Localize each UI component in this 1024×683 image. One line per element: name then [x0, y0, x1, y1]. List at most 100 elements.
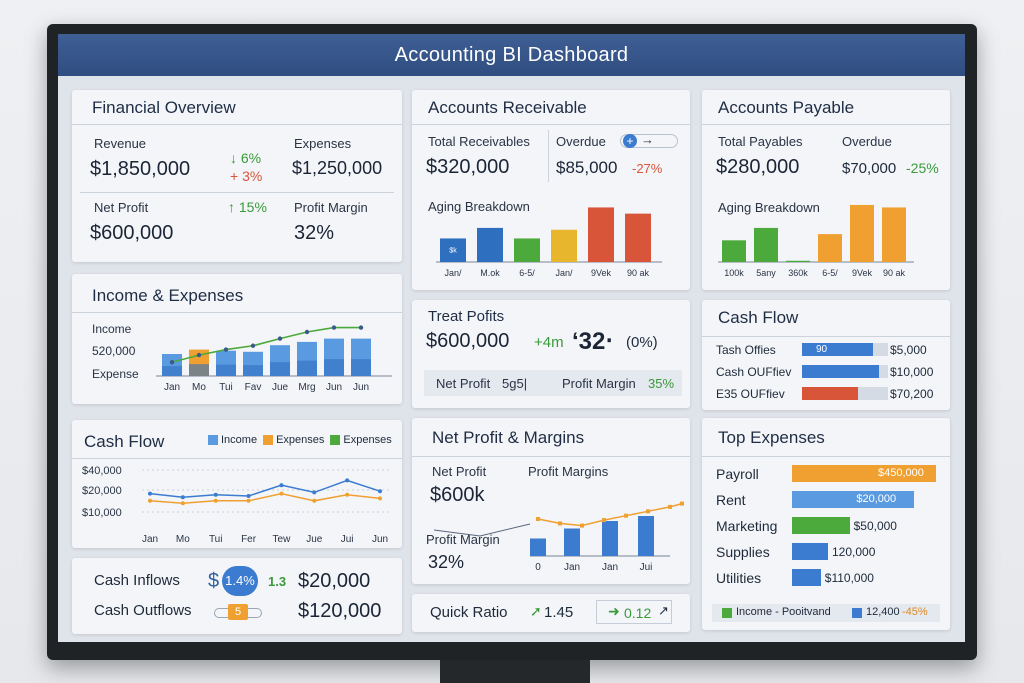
expense-row[interactable]: Payroll $450,000 — [702, 462, 950, 484]
trend-line — [171, 326, 361, 364]
y-label-expense: Expense — [92, 367, 139, 381]
treat-profits-card[interactable]: Treat Pofits $600,000 +4m ‘32‧ (0%) Net … — [412, 300, 690, 408]
up-arrow-icon: ➚ — [530, 603, 542, 619]
profit-margin-value: 32% — [428, 552, 465, 572]
expense-value: $50,000 — [853, 519, 897, 533]
series-point — [213, 498, 218, 503]
quick-ratio-value: 1.45 — [544, 604, 574, 621]
tick-label: 9Vek — [852, 268, 873, 278]
divider — [702, 336, 950, 337]
row-bar-fill — [802, 387, 858, 400]
cash-flow-line-chart: $40,000 $20,000 $10,000 Jan Mo Tui Fer Tew Jue Ju… — [82, 465, 390, 545]
series-point — [345, 492, 350, 497]
tick-label: Jue — [272, 382, 289, 393]
bar — [440, 238, 466, 262]
profit-bar — [564, 528, 580, 556]
expense-bar — [792, 543, 828, 560]
quick-ratio-change-box — [596, 600, 672, 624]
row-label: Tash Offies — [716, 343, 776, 357]
expense-value: $110,000 — [824, 571, 874, 585]
x-tick-label: Jan — [142, 534, 158, 545]
expense-bar — [297, 360, 317, 376]
expense-row[interactable]: Rent $20,000 — [702, 488, 950, 510]
cash-flow-row[interactable]: Tash Offies 90 $5,000 — [702, 340, 950, 360]
x-tick-label: Tui — [209, 534, 223, 545]
bar — [818, 234, 842, 262]
top-expenses-footer: Income - Pooitvand 12,400 -45% — [712, 604, 940, 622]
series-point — [378, 496, 382, 501]
inflows-pct-badge[interactable]: 1.4% — [222, 566, 258, 596]
accounts-payable-card[interactable]: Accounts Payable Total Payables $280,000… — [702, 90, 950, 290]
cash-flow-card[interactable]: Cash Flow Income Expenses Expenses $40,000… — [72, 420, 402, 548]
income-expenses-chart: Jan Mo Tui Fav Jue Mrg Jun Jun — [156, 325, 392, 393]
trend-point — [250, 343, 256, 348]
card-title: Top Expenses — [718, 428, 825, 447]
cash-inflows-value: $20,000 — [298, 570, 371, 592]
card-title: Cash Flow — [718, 308, 799, 327]
overdue-toggle[interactable]: + → — [620, 132, 678, 148]
chart-legend: Income Expenses Expenses — [208, 434, 398, 446]
inflows-mid: 1.3 — [268, 574, 287, 589]
decor-line — [433, 523, 531, 537]
overdue-value: $85,000 — [556, 158, 618, 177]
expense-row[interactable]: Marketing $50,000 — [702, 514, 950, 536]
series-point — [246, 494, 251, 498]
legend-label: Expenses — [343, 434, 392, 446]
net-profit-value: $600k — [430, 484, 485, 506]
series-point — [213, 492, 218, 497]
margin-point — [624, 513, 628, 518]
series-point — [148, 498, 152, 503]
divider — [72, 458, 402, 459]
revenue-label: Revenue — [94, 136, 147, 151]
net-profit-label: Net Profit — [436, 376, 491, 391]
cash-outflows-value: $120,000 — [298, 600, 382, 622]
expense-row[interactable]: Utilities $110,000 — [702, 566, 950, 588]
expense-row[interactable]: Supplies 120,000 — [702, 540, 950, 562]
margin-point — [668, 504, 672, 509]
profit-margin-value: 35% — [648, 376, 675, 391]
cash-flow-summary-card[interactable]: Cash Flow Tash Offies 90 $5,000 Cash OUFfie… — [702, 300, 950, 410]
tick-label: Jun — [326, 382, 342, 393]
top-expenses-card[interactable]: Top Expenses Payroll $450,000 Rent $20,000 M… — [702, 418, 950, 630]
x-tick-label: Jui — [341, 534, 354, 545]
tick-label: 360k — [788, 268, 808, 278]
series-point — [180, 495, 185, 500]
y-tick-label: $10,000 — [82, 507, 122, 519]
series-point — [279, 491, 284, 496]
divider — [702, 124, 950, 125]
bar — [882, 207, 906, 262]
cash-flow-row[interactable]: Cash OUFfiev $10,000 — [702, 362, 950, 382]
accounts-receivable-card[interactable]: Accounts Receivable Total Receivables $3… — [412, 90, 690, 290]
net-profit-margins-card[interactable]: Net Profit & Margins Net Profit $600k Pr… — [412, 418, 690, 584]
row-value: $5,000 — [890, 343, 927, 357]
tick-label: 90 ak — [627, 268, 650, 278]
card-title: Cash Flow — [84, 432, 165, 451]
expense-bar — [792, 569, 821, 586]
bar — [477, 227, 503, 262]
quick-ratio-card[interactable]: Quick Ratio ➚ 1.45 ➜ 0.12 ↗ — [412, 594, 690, 632]
legend-item: Expenses — [330, 434, 392, 446]
expense-label: Supplies — [716, 544, 770, 560]
net-profit-chart: 0 Jan Jan Jui — [433, 501, 684, 573]
tick-label: 6-5/ — [519, 268, 535, 278]
cash-flow-rows: Tash Offies 90 $5,000 Cash OUFfiev $10,000 E3… — [702, 340, 950, 406]
cash-in-out-card[interactable]: Cash Inflows $ 1.4% 1.3 $20,000 Cash Out… — [72, 558, 402, 634]
expense-bar — [792, 517, 850, 534]
margin-point — [558, 521, 562, 526]
profit-bar — [530, 538, 546, 556]
y-tick-label: $40,000 — [82, 465, 122, 477]
margin-point — [580, 523, 584, 528]
income-expenses-card[interactable]: Income & Expenses Income 520,000 Expense… — [72, 274, 402, 404]
financial-overview-card[interactable]: Financial Overview Revenue $1,850,000 ↓ … — [72, 90, 402, 262]
row-bar-track: 90 — [802, 343, 888, 356]
bar — [625, 213, 651, 262]
margin-point — [646, 509, 650, 514]
margin-point — [680, 501, 684, 506]
trend-point — [169, 360, 175, 365]
legend-swatch — [852, 608, 862, 618]
expense-bar — [792, 491, 915, 508]
tick-label: 6-5/ — [822, 268, 838, 278]
plus-icon: + — [623, 134, 637, 148]
cash-flow-row[interactable]: E35 OUFfiev $70,200 — [702, 384, 950, 404]
aging-breakdown-label: Aging Breakdown — [428, 199, 530, 214]
